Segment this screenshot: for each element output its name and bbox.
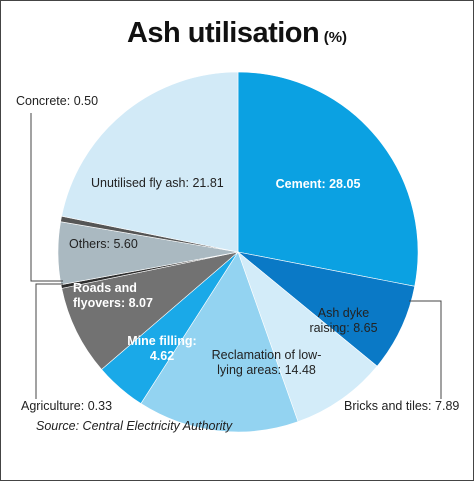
pie-slice — [140, 251, 299, 433]
slice-label: Concrete: 0.50 — [16, 94, 136, 109]
slice-label: Agriculture: 0.33 — [21, 399, 141, 414]
category-label: Cement: — [275, 177, 326, 191]
value-label: 14.48 — [284, 363, 316, 377]
unit: (%) — [323, 29, 348, 46]
category-label: Mine filling: — [127, 334, 197, 348]
leader-line — [30, 113, 63, 282]
value-label: 0.33 — [87, 399, 113, 413]
value-label: 8.07 — [128, 296, 153, 310]
value-label: 4.62 — [149, 349, 175, 363]
title-block: Ash utilisation (%) — [1, 17, 473, 50]
slice-label: Roads and flyovers: 8.07 — [73, 281, 173, 311]
value-label: 0.50 — [73, 94, 99, 108]
category-label: Roads and flyovers: — [73, 281, 137, 310]
category-label: Concrete: — [16, 94, 71, 108]
category-label: Unutilised fly ash: — [91, 176, 189, 190]
value-label: 8.65 — [353, 321, 378, 335]
category-label: Bricks and tiles: — [344, 399, 432, 413]
pie-slice — [237, 251, 378, 423]
pie-slice — [61, 71, 239, 253]
leader-line — [409, 300, 442, 399]
slice-label: Bricks and tiles: 7.89 — [344, 399, 473, 414]
chart-title: Ash utilisation — [126, 17, 320, 49]
slice-label: Cement: 28.05 — [263, 177, 373, 192]
slice-label: Reclamation of low-lying areas: 14.48 — [199, 348, 334, 378]
value-label: 7.89 — [435, 399, 460, 413]
slice-label: Mine filling: 4.62 — [126, 334, 198, 364]
slice-label: Others: 5.60 — [69, 237, 179, 252]
source: Source: Central Electricity Authority — [36, 419, 233, 433]
pie-slice — [61, 251, 240, 370]
value-label: 5.60 — [113, 237, 138, 251]
value-label: 21.81 — [192, 176, 224, 190]
slice-label: Ash dyke raising: 8.65 — [301, 306, 386, 336]
leader-line — [35, 283, 63, 399]
value-label: 28.05 — [329, 177, 361, 191]
slice-label: Unutilised fly ash: 21.81 — [91, 176, 251, 191]
category-label: Reclamation of low-lying areas: — [211, 348, 322, 377]
category-label: Others: — [69, 237, 110, 251]
category-label: Ash dyke raising: — [309, 306, 370, 335]
category-label: Agriculture: — [21, 399, 85, 413]
pie-slice — [237, 71, 419, 287]
